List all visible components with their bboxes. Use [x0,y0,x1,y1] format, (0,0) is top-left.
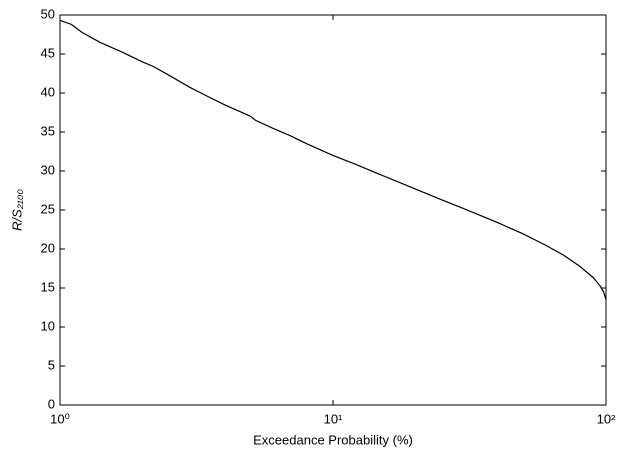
y-tick-label: 5 [48,357,55,372]
x-tick-label: 10⁰ [50,411,70,426]
y-tick-label: 0 [48,396,55,411]
x-axis-label: Exceedance Probability (%) [253,432,413,447]
y-tick-label: 10 [41,318,55,333]
y-tick-label: 35 [41,123,55,138]
y-tick-label: 30 [41,162,55,177]
y-tick-label: 50 [41,6,55,21]
y-tick-label: 20 [41,240,55,255]
data-line [59,19,607,300]
x-tick-label: 10² [597,411,616,426]
y-axis-label: R/S₂₁₀₀ [9,189,24,231]
y-tick-label: 15 [41,279,55,294]
y-tick-label: 25 [41,201,55,216]
y-tick-label: 40 [41,84,55,99]
y-tick-label: 45 [41,45,55,60]
x-tick-label: 10¹ [324,411,343,426]
